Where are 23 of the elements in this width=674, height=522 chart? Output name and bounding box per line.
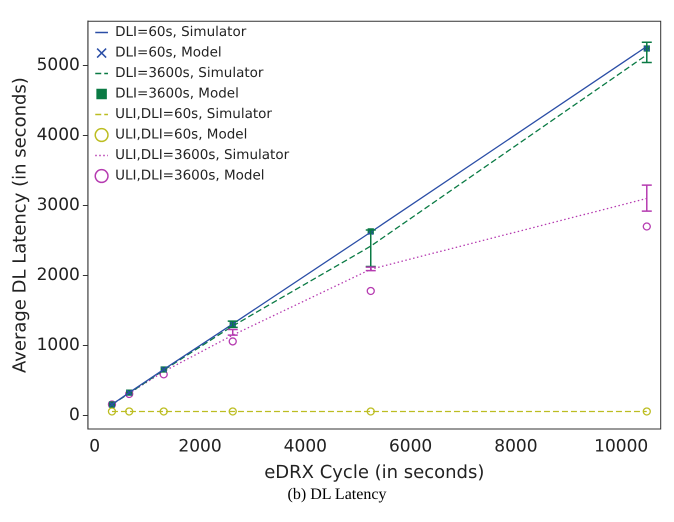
legend-label: ULI,DLI=60s, Simulator — [115, 106, 272, 122]
x-axis-title: eDRX Cycle (in seconds) — [264, 462, 484, 483]
x-tick-label: 4000 — [284, 436, 327, 457]
legend-label: DLI=3600s, Model — [115, 86, 239, 102]
legend-label: DLI=60s, Model — [115, 44, 222, 61]
legend-label: ULI,DLI=60s, Model — [115, 126, 248, 143]
y-axis-title: Average DL Latency (in seconds) — [9, 77, 30, 374]
y-tick-label: 3000 — [36, 194, 80, 215]
y-tick-label: 0 — [69, 405, 80, 426]
legend-label: DLI=3600s, Simulator — [115, 65, 264, 82]
legend-label: ULI,DLI=3600s, Model — [115, 168, 265, 184]
x-tick-label: 2000 — [178, 436, 222, 457]
x-tick-label: 8000 — [494, 436, 538, 457]
legend-label: ULI,DLI=3600s, Simulator — [115, 147, 290, 164]
x-tick-label: 0 — [89, 436, 100, 457]
y-tick-label: 1000 — [36, 335, 80, 356]
x-tick-label: 10000 — [594, 436, 648, 457]
y-tick-label: 2000 — [36, 264, 80, 285]
y-tick-label: 4000 — [36, 124, 80, 145]
y-tick-label: 5000 — [36, 54, 80, 75]
x-tick-label: 6000 — [388, 436, 432, 457]
text: (b) DL Latency — [286, 486, 388, 504]
legend-label: DLI=60s, Simulator — [115, 24, 247, 40]
